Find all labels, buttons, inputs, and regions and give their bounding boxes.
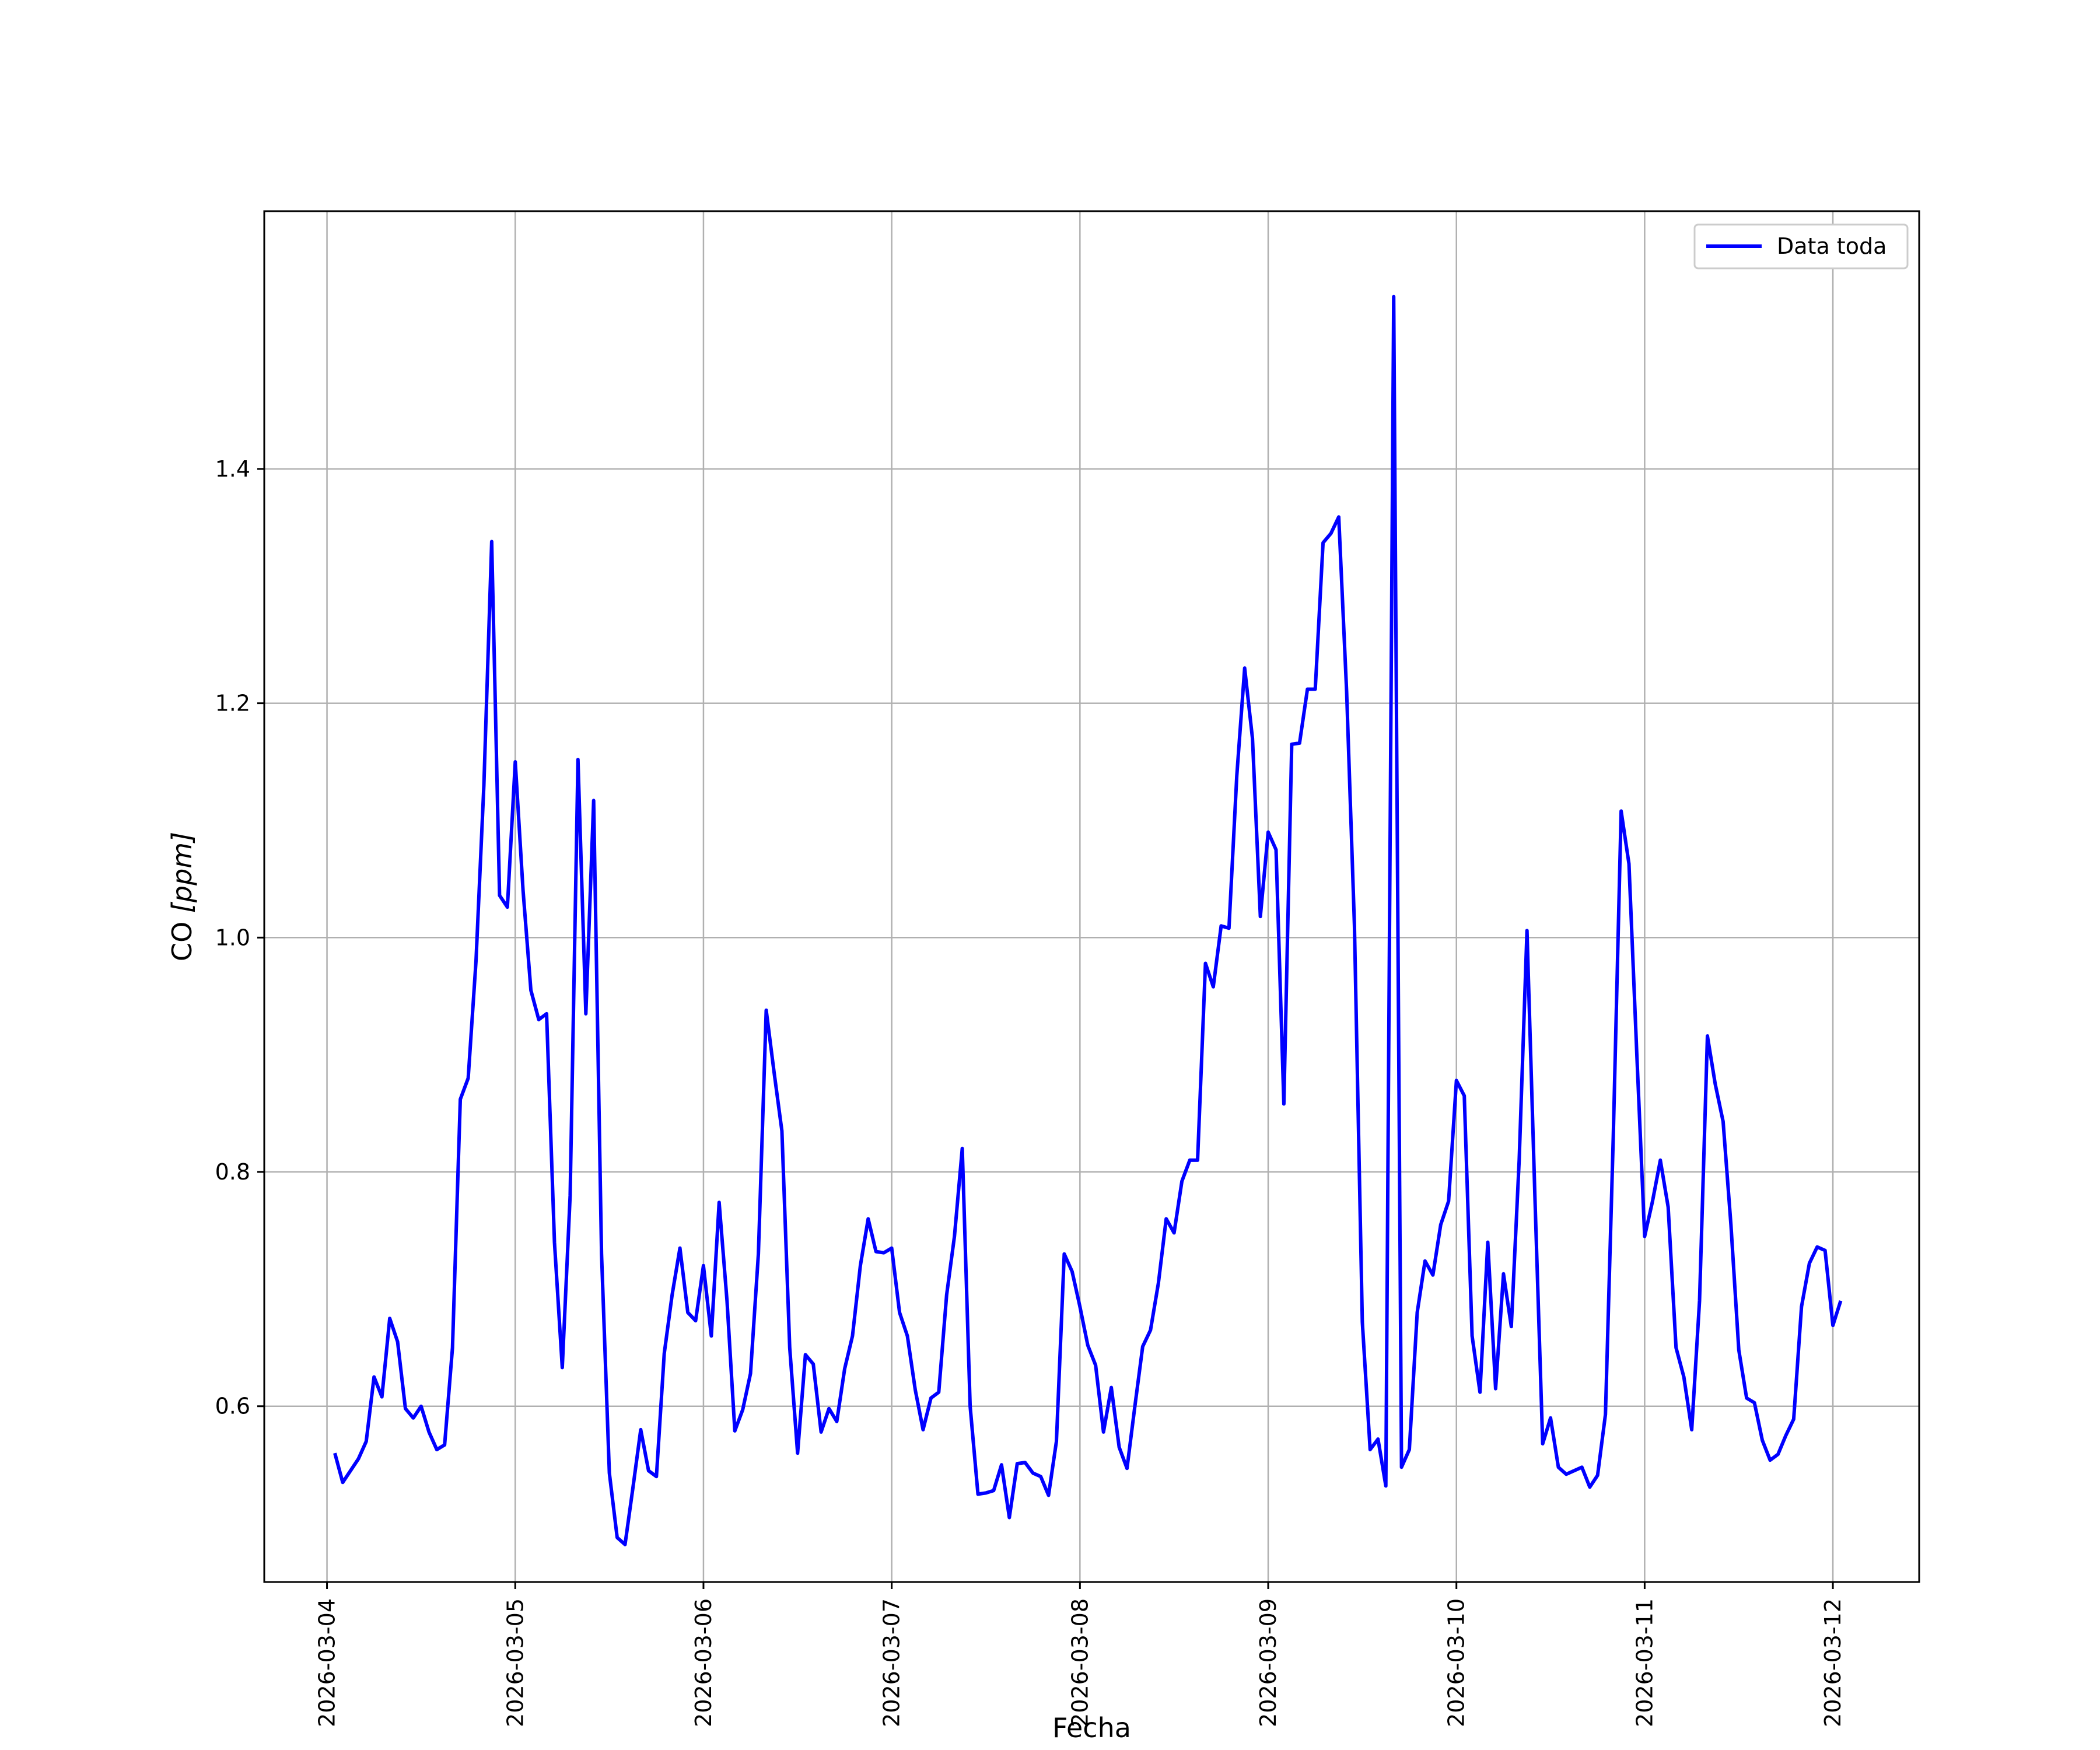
x-tick-label: 2026-03-09 <box>1255 1598 1281 1727</box>
y-axis-title-prefix: CO <box>166 913 198 961</box>
legend: Data toda <box>1693 223 1909 270</box>
y-tick-label: 1.2 <box>215 691 250 716</box>
legend-label: Data toda <box>1777 233 1887 259</box>
x-tick-label: 2026-03-10 <box>1444 1598 1469 1727</box>
x-tick-label: 2026-03-11 <box>1632 1598 1657 1727</box>
y-tick-label: 1.0 <box>215 925 250 950</box>
x-tick-label: 2026-03-05 <box>502 1598 528 1727</box>
x-tick-label: 2026-03-04 <box>314 1598 340 1727</box>
x-axis-ticks: 2026-03-04 2026-03-05 2026-03-06 2026-03-07… <box>314 1582 1846 1727</box>
y-tick-label: 1.4 <box>215 456 250 482</box>
x-axis-title: Fecha <box>1052 1712 1131 1744</box>
x-tick-label: 2026-03-12 <box>1820 1598 1846 1727</box>
x-tick-label: 2026-03-08 <box>1067 1598 1093 1727</box>
series-group <box>333 295 1843 1546</box>
series-line-data-toda <box>333 295 1843 1546</box>
y-tick-label: 0.6 <box>215 1394 250 1419</box>
y-axis-ticks: 0.6 0.8 1.0 1.2 1.4 <box>215 456 264 1419</box>
x-tick-label: 2026-03-07 <box>879 1598 905 1727</box>
y-tick-label: 0.8 <box>215 1159 250 1185</box>
plot-frame <box>263 210 1920 1583</box>
legend-box <box>1693 223 1909 270</box>
x-tick-label: 2026-03-06 <box>691 1598 716 1727</box>
y-axis-title-unit: [ppm] <box>166 832 198 913</box>
y-axis-title: CO [ppm] <box>166 832 198 961</box>
